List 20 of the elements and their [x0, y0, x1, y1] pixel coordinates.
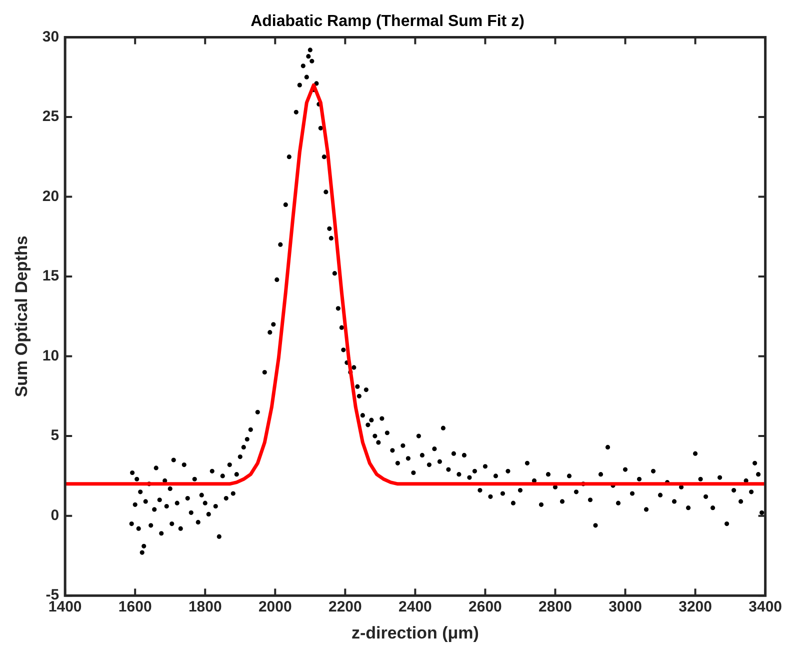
- x-tick-label: 1600: [118, 598, 152, 616]
- x-tick-label: 3000: [608, 598, 642, 616]
- x-tick-label: 2600: [468, 598, 502, 616]
- y-tick-label: 20: [42, 188, 60, 205]
- y-tick-label: 25: [42, 108, 60, 126]
- y-tick-label: 15: [42, 268, 60, 285]
- y-tick-label: 30: [42, 28, 60, 46]
- y-tick-label: 10: [42, 347, 60, 364]
- x-axis-title: z-direction (μm): [351, 623, 479, 642]
- y-tick-label: 0: [50, 506, 60, 524]
- y-tick-label: 5: [50, 427, 60, 444]
- x-tick-label: 2200: [328, 598, 362, 616]
- chart-title: Adiabatic Ramp (Thermal Sum Fit z): [250, 13, 524, 30]
- y-axis-title: Sum Optical Depths: [12, 236, 31, 398]
- x-tick-label: 2400: [398, 598, 432, 616]
- x-tick-label: 2800: [538, 598, 572, 616]
- x-tick-label: 3200: [678, 598, 712, 616]
- x-tick-label: 2000: [258, 598, 292, 616]
- x-tick-label: 1800: [188, 598, 222, 616]
- x-tick-label: 3400: [748, 598, 782, 616]
